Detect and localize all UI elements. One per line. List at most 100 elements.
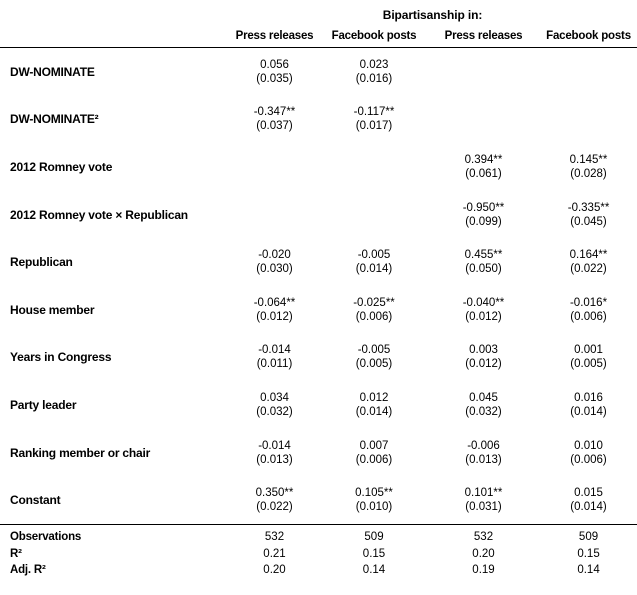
standard-error: (0.006) bbox=[355, 453, 393, 466]
standard-error: (0.030) bbox=[256, 263, 293, 276]
standard-error: (0.031) bbox=[465, 501, 502, 514]
coefficient-row: Years in Congress -0.014 (0.011) -0.005 (0.0… bbox=[0, 334, 637, 382]
estimate-value: -0.020 bbox=[258, 249, 291, 262]
standard-error: (0.028) bbox=[570, 167, 607, 180]
statistical-table: Bipartisanship in: Press releases Facebo… bbox=[0, 0, 637, 579]
row-label: Ranking member or chair bbox=[10, 445, 151, 460]
standard-error: (0.022) bbox=[256, 501, 293, 514]
summary-row: Adj. R² 0.20 0.14 0.19 0.14 bbox=[0, 562, 637, 579]
empty-cell bbox=[540, 48, 637, 96]
estimate-value: 0.016 bbox=[574, 391, 603, 404]
estimate-cell: 0.034 (0.032) bbox=[228, 381, 321, 429]
standard-error: (0.099) bbox=[465, 215, 502, 228]
estimate-value: 0.101** bbox=[464, 487, 503, 500]
summary-row: R² 0.21 0.15 0.20 0.15 bbox=[0, 545, 637, 562]
summary-label: Observations bbox=[0, 523, 228, 546]
estimate-cell: 0.145** (0.028) bbox=[540, 143, 637, 191]
coefficient-row: DW-NOMINATE 0.056 (0.035) 0.023 (0.016) bbox=[0, 48, 637, 96]
summary-value: 532 bbox=[228, 523, 321, 546]
summary-value: 0.15 bbox=[577, 547, 600, 560]
row-label: House member bbox=[10, 302, 95, 317]
standard-error: (0.012) bbox=[256, 310, 293, 323]
estimate-value: 0.001 bbox=[574, 344, 603, 357]
standard-error: (0.032) bbox=[256, 405, 293, 418]
coefficient-row: Ranking member or chair -0.014 (0.013) 0.00… bbox=[0, 429, 637, 477]
column-header-press-releases-1: Press releases bbox=[228, 28, 321, 48]
standard-error: (0.037) bbox=[256, 120, 293, 133]
empty-cell bbox=[427, 48, 540, 96]
standard-error: (0.032) bbox=[465, 405, 502, 418]
estimate-cell: -0.014 (0.011) bbox=[228, 334, 321, 382]
estimate-value: 0.007 bbox=[359, 439, 389, 452]
column-header-facebook-posts-2: Facebook posts bbox=[540, 28, 637, 48]
standard-error: (0.011) bbox=[256, 358, 293, 371]
coefficient-row: Party leader 0.034 (0.032) 0.012 (0.014) 0.04… bbox=[0, 381, 637, 429]
summary-value: 0.14 bbox=[362, 564, 386, 577]
row-label: 2012 Romney vote × Republican bbox=[10, 207, 188, 222]
summary-value: 0.15 bbox=[362, 547, 386, 560]
summary-value: 0.21 bbox=[263, 547, 286, 560]
estimate-value: 0.455** bbox=[464, 249, 503, 262]
estimate-cell: -0.020 (0.030) bbox=[228, 238, 321, 286]
standard-error: (0.006) bbox=[570, 310, 607, 323]
summary-value: 532 bbox=[427, 523, 540, 546]
row-label: Years in Congress bbox=[10, 350, 112, 365]
column-header-row: Press releases Facebook posts Press rele… bbox=[0, 28, 637, 48]
summary-row: Observations 532 509 532 509 bbox=[0, 523, 637, 546]
standard-error: (0.017) bbox=[355, 120, 393, 133]
estimate-value: -0.950** bbox=[462, 201, 505, 214]
standard-error: (0.012) bbox=[465, 310, 502, 323]
summary-label: R² bbox=[10, 547, 22, 560]
estimate-cell: -0.040** (0.012) bbox=[427, 286, 540, 334]
estimate-cell: -0.016* (0.006) bbox=[540, 286, 637, 334]
estimate-value: 0.164** bbox=[569, 249, 608, 262]
row-label: DW-NOMINATE bbox=[10, 64, 95, 79]
standard-error: (0.005) bbox=[355, 358, 393, 371]
estimate-value: 0.105** bbox=[355, 487, 393, 500]
estimate-cell: 0.056 (0.035) bbox=[228, 48, 321, 96]
estimate-value: -0.014 bbox=[258, 344, 291, 357]
standard-error: (0.006) bbox=[570, 453, 607, 466]
standard-error: (0.014) bbox=[355, 263, 393, 276]
empty-cell bbox=[321, 191, 427, 239]
standard-error: (0.010) bbox=[355, 501, 393, 514]
estimate-cell: 0.045 (0.032) bbox=[427, 381, 540, 429]
estimate-value: -0.064** bbox=[253, 296, 296, 309]
estimate-cell: 0.105** (0.010) bbox=[321, 476, 427, 524]
summary-value: 0.19 bbox=[472, 564, 495, 577]
coefficient-row: House member -0.064** (0.012) -0.025** (0.00… bbox=[0, 286, 637, 334]
estimate-value: 0.010 bbox=[574, 439, 603, 452]
standard-error: (0.013) bbox=[256, 453, 293, 466]
row-label: Constant bbox=[10, 493, 61, 508]
estimate-value: -0.025** bbox=[353, 296, 395, 309]
estimate-cell: 0.015 (0.014) bbox=[540, 476, 637, 524]
estimate-cell: -0.005 (0.005) bbox=[321, 334, 427, 382]
estimate-value: -0.347** bbox=[253, 106, 296, 119]
row-label: Party leader bbox=[10, 397, 77, 412]
estimate-value: 0.350** bbox=[255, 487, 294, 500]
coefficient-row: Republican -0.020 (0.030) -0.005 (0.014) 0.45… bbox=[0, 238, 637, 286]
estimate-cell: 0.007 (0.006) bbox=[321, 429, 427, 477]
empty-cell bbox=[321, 143, 427, 191]
summary-value: 509 bbox=[540, 523, 637, 546]
estimate-value: -0.335** bbox=[567, 201, 610, 214]
standard-error: (0.022) bbox=[570, 263, 607, 276]
corner-empty-cell bbox=[0, 0, 228, 28]
standard-error: (0.013) bbox=[465, 453, 502, 466]
estimate-cell: -0.005 (0.014) bbox=[321, 238, 427, 286]
summary-rows: Observations 532 509 532 509 R² 0.21 0.15 0.20 0.… bbox=[0, 523, 637, 579]
estimate-cell: -0.025** (0.006) bbox=[321, 286, 427, 334]
estimate-cell: 0.016 (0.014) bbox=[540, 381, 637, 429]
estimate-value: -0.117** bbox=[353, 106, 395, 119]
standard-error: (0.014) bbox=[570, 501, 607, 514]
standard-error: (0.014) bbox=[355, 405, 393, 418]
column-header-press-releases-2: Press releases bbox=[427, 28, 540, 48]
standard-error: (0.014) bbox=[570, 405, 607, 418]
standard-error: (0.050) bbox=[465, 263, 502, 276]
estimate-value: 0.003 bbox=[469, 344, 498, 357]
summary-label: Adj. R² bbox=[10, 564, 46, 577]
estimate-cell: 0.023 (0.016) bbox=[321, 48, 427, 96]
estimate-value: -0.005 bbox=[357, 344, 391, 357]
estimate-value: -0.005 bbox=[357, 249, 391, 262]
